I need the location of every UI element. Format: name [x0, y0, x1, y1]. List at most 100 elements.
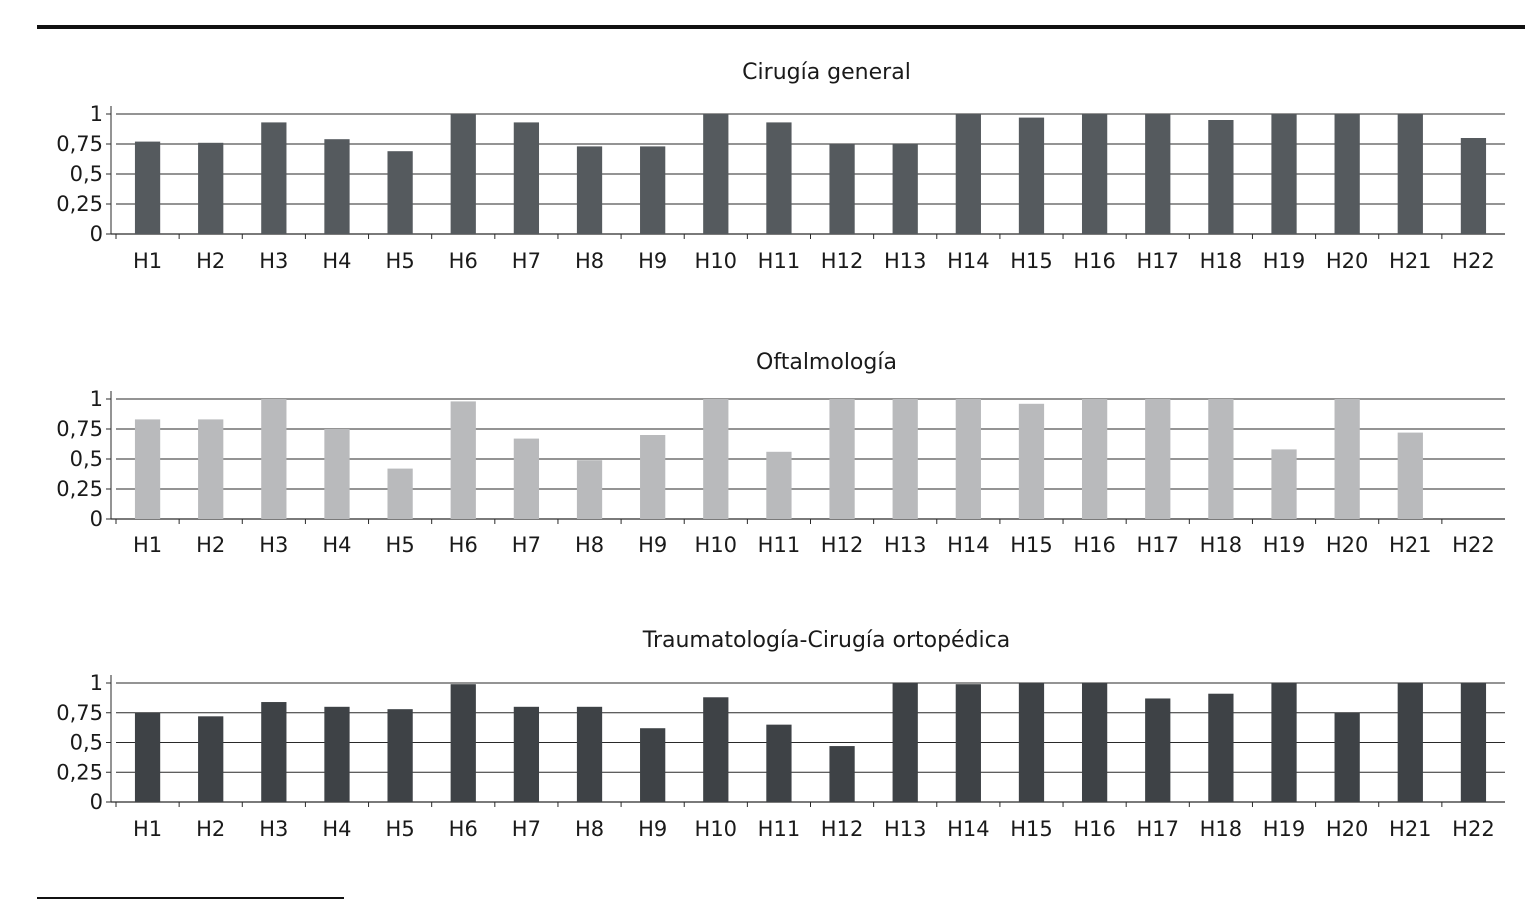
bar-h8 — [576, 460, 603, 519]
chart-title: Oftalmología — [756, 350, 897, 375]
bar-h19 — [1271, 683, 1297, 802]
x-category-label: H3 — [259, 533, 288, 557]
x-category-label: H15 — [1010, 817, 1053, 841]
x-category-label: H7 — [512, 249, 541, 273]
x-category-label: H6 — [449, 249, 478, 273]
y-tick-label: 1 — [90, 102, 103, 126]
x-category-label: H9 — [638, 249, 667, 273]
bar-h3 — [261, 702, 287, 802]
x-category-label: H2 — [196, 817, 225, 841]
x-category-label: H14 — [947, 249, 990, 273]
bar-h5 — [387, 468, 413, 519]
y-tick-label: 0 — [90, 222, 103, 246]
y-tick-label: 0,75 — [56, 417, 103, 441]
bar-h12 — [829, 399, 855, 519]
x-category-label: H21 — [1389, 533, 1432, 557]
x-category-label: H1 — [133, 249, 162, 273]
x-category-label: H3 — [259, 817, 288, 841]
x-category-label: H18 — [1200, 533, 1243, 557]
x-category-label: H11 — [758, 249, 801, 273]
x-category-label: H5 — [386, 533, 415, 557]
bar-h10 — [703, 114, 729, 234]
bar-h2 — [198, 716, 224, 802]
chart-2: Oftalmología 0 0,25 0,5 0,75 1 H1 H2 H3 H4 H5 H6 H7 H… — [56, 350, 1505, 557]
bar-h22 — [1460, 138, 1487, 234]
x-category-label: H20 — [1326, 533, 1369, 557]
bar-h4 — [324, 429, 350, 519]
y-tick-label: 0 — [90, 507, 103, 531]
bar-h6 — [450, 684, 476, 802]
x-category-label: H15 — [1010, 533, 1053, 557]
x-category-label: H22 — [1452, 249, 1495, 273]
chart-1: Cirugía general 0 0,25 0,5 0,75 1 H1 H2 H3 H4 H5 H6… — [56, 60, 1505, 273]
bar-h9 — [640, 146, 666, 234]
bar-h7 — [513, 122, 540, 234]
bar-h2 — [198, 142, 224, 234]
bar-h11 — [766, 122, 792, 234]
bar-h20 — [1334, 114, 1360, 234]
x-category-label: H8 — [575, 817, 604, 841]
x-category-label: H15 — [1010, 249, 1053, 273]
bar-h11 — [766, 451, 792, 519]
chart-title: Cirugía general — [742, 60, 911, 85]
bar-h14 — [955, 684, 981, 802]
bar-h4 — [324, 706, 350, 802]
y-tick-label: 0,25 — [56, 477, 103, 501]
x-category-label: H12 — [821, 533, 864, 557]
y-tick-label: 0,5 — [70, 447, 103, 471]
bar-h17 — [1145, 399, 1171, 519]
bar-h15 — [1018, 117, 1045, 234]
bar-h3 — [261, 399, 287, 519]
bar-h11 — [766, 724, 792, 802]
x-category-label: H1 — [133, 817, 162, 841]
x-category-label: H11 — [758, 817, 801, 841]
x-category-label: H8 — [575, 533, 604, 557]
bar-h14 — [955, 114, 981, 234]
bar-h10 — [703, 697, 729, 802]
bar-h17 — [1145, 114, 1171, 234]
x-category-label: H4 — [322, 817, 351, 841]
y-tick-label: 0,5 — [70, 731, 103, 755]
bar-h22 — [1460, 683, 1487, 802]
x-category-label: H4 — [322, 533, 351, 557]
x-category-label: H5 — [386, 817, 415, 841]
bar-h15 — [1018, 403, 1045, 519]
bar-h12 — [829, 746, 855, 802]
bar-h21 — [1397, 432, 1423, 519]
x-category-label: H19 — [1263, 533, 1306, 557]
top-rule — [37, 25, 1525, 29]
y-tick-label: 0,5 — [70, 162, 103, 186]
bar-h16 — [1081, 114, 1108, 234]
bar-h19 — [1271, 114, 1297, 234]
bar-h21 — [1397, 114, 1423, 234]
bar-h9 — [640, 728, 666, 802]
y-tick-label: 0,75 — [56, 701, 103, 725]
x-category-label: H1 — [133, 533, 162, 557]
x-category-label: H16 — [1073, 817, 1116, 841]
x-category-label: H19 — [1263, 249, 1306, 273]
bar-h16 — [1081, 683, 1108, 802]
x-category-label: H20 — [1326, 817, 1369, 841]
x-category-label: H13 — [884, 249, 927, 273]
bar-h6 — [450, 401, 476, 519]
x-category-label: H5 — [386, 249, 415, 273]
chart-3: Traumatología-Cirugía ortopédica 0 0,25 0,5… — [56, 628, 1505, 841]
bar-h19 — [1271, 449, 1297, 519]
bar-h5 — [387, 151, 413, 234]
bar-h1 — [134, 419, 161, 519]
bar-h6 — [450, 114, 476, 234]
bar-h20 — [1334, 399, 1360, 519]
x-category-label: H11 — [758, 533, 801, 557]
x-category-label: H6 — [449, 817, 478, 841]
bar-h18 — [1208, 693, 1234, 802]
bar-h18 — [1208, 120, 1234, 234]
x-category-label: H2 — [196, 249, 225, 273]
bar-h8 — [576, 146, 603, 234]
x-category-label: H6 — [449, 533, 478, 557]
x-category-label: H13 — [884, 817, 927, 841]
x-category-label: H22 — [1452, 533, 1495, 557]
x-category-label: H9 — [638, 817, 667, 841]
bar-h17 — [1145, 698, 1171, 802]
bar-h16 — [1081, 399, 1108, 519]
